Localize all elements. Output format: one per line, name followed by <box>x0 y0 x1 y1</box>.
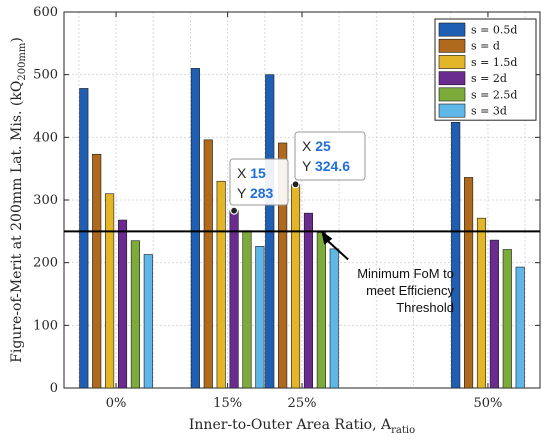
bar <box>242 230 252 389</box>
y-tick-label: 600 <box>33 5 58 20</box>
datatip-y-key: Y <box>302 158 315 174</box>
bar <box>79 88 89 389</box>
datatip-marker <box>229 206 239 215</box>
y-tick-label: 500 <box>33 68 58 83</box>
bar <box>92 153 102 389</box>
datatip-y-row: Y 324.6 <box>302 158 350 174</box>
bar <box>316 232 326 389</box>
x-tick-label: 25% <box>288 396 317 411</box>
legend-label: s = 3d <box>471 105 507 118</box>
bar <box>451 121 461 389</box>
bar <box>502 249 512 389</box>
bar <box>130 240 140 389</box>
legend-swatch <box>438 38 466 53</box>
bar <box>489 239 499 389</box>
datatip-box <box>229 158 289 206</box>
bar <box>117 219 128 389</box>
y-axis-title-text: Figure-of-Merit at 200mm Lat. Mis. (kQ <box>9 81 25 363</box>
datatip-x-row: X 25 <box>302 138 331 154</box>
bar <box>278 142 288 389</box>
y-axis-title: Figure-of-Merit at 200mm Lat. Mis. (kQ20… <box>9 37 28 363</box>
legend-label: s = 1.5d <box>471 56 517 69</box>
legend-swatch <box>438 87 466 102</box>
bar <box>143 254 153 389</box>
x-axis-title-subscript: ratio <box>391 425 415 436</box>
datatip-x-row: X 15 <box>237 165 266 181</box>
bar <box>476 217 487 389</box>
bar <box>229 210 239 389</box>
y-axis-title-end: ) <box>9 37 25 42</box>
datatip-y-key: Y <box>237 185 250 201</box>
y-tick-label: 200 <box>33 256 58 271</box>
legend-label: s = d <box>471 40 500 53</box>
y-tick-label: 100 <box>33 318 58 333</box>
x-tick-label: 15% <box>213 396 242 411</box>
legend: s = 0.5d s = d s = 1.5d s = 2d s = 2.5d s = 3… <box>434 18 537 121</box>
datatip-y-row: Y 283 <box>237 185 274 201</box>
x-axis-ticks: 0% 15% 25% 50% <box>106 12 502 411</box>
bar <box>329 248 339 389</box>
x-tick-label: 0% <box>106 396 127 411</box>
y-axis-ticks: 0 100 200 300 400 500 600 <box>33 5 540 396</box>
legend-label: s = 2.5d <box>471 88 517 101</box>
legend-swatch <box>438 71 466 86</box>
bar <box>515 266 525 389</box>
y-tick-label: 400 <box>33 130 58 145</box>
bar <box>255 246 265 389</box>
threshold-annotation-line: Threshold <box>396 300 454 315</box>
datatip-y-value: 324.6 <box>315 158 350 174</box>
x-axis-title-text: Inner-to-Outer Area Ratio, A <box>189 417 392 433</box>
y-tick-label: 0 <box>50 381 58 396</box>
datatip-y-value: 283 <box>250 185 274 201</box>
legend-label: s = 0.5d <box>471 24 517 37</box>
legend-swatch <box>438 103 466 118</box>
datatip-x-key: X <box>302 138 315 154</box>
bar <box>216 180 226 389</box>
bar <box>464 177 474 389</box>
threshold-annotation-line: Minimum FoM to <box>357 266 454 281</box>
datatip-x-value: 25 <box>315 138 331 154</box>
datatip-x-value: 15 <box>250 165 266 181</box>
threshold-annotation-line: meet Efficiency <box>366 283 454 298</box>
datatip-marker <box>291 180 300 189</box>
bar <box>303 212 314 389</box>
bar <box>190 68 200 389</box>
y-axis-title-subscript: 200mm <box>17 42 28 81</box>
datatip-box <box>294 131 366 181</box>
bar <box>203 139 213 389</box>
bar <box>290 184 301 389</box>
annotation-arrow-head <box>321 230 333 245</box>
bar <box>105 193 115 389</box>
x-axis-title: Inner-to-Outer Area Ratio, Aratio <box>189 417 415 436</box>
legend-swatch <box>438 22 466 37</box>
datatip-x-key: X <box>237 165 250 181</box>
threshold-group: Minimum FoM to meet Efficiency Threshold <box>64 230 540 315</box>
legend-swatch <box>438 55 466 69</box>
legend-label: s = 2d <box>471 72 507 85</box>
x-tick-label: 50% <box>473 396 502 411</box>
y-tick-label: 300 <box>33 193 58 208</box>
